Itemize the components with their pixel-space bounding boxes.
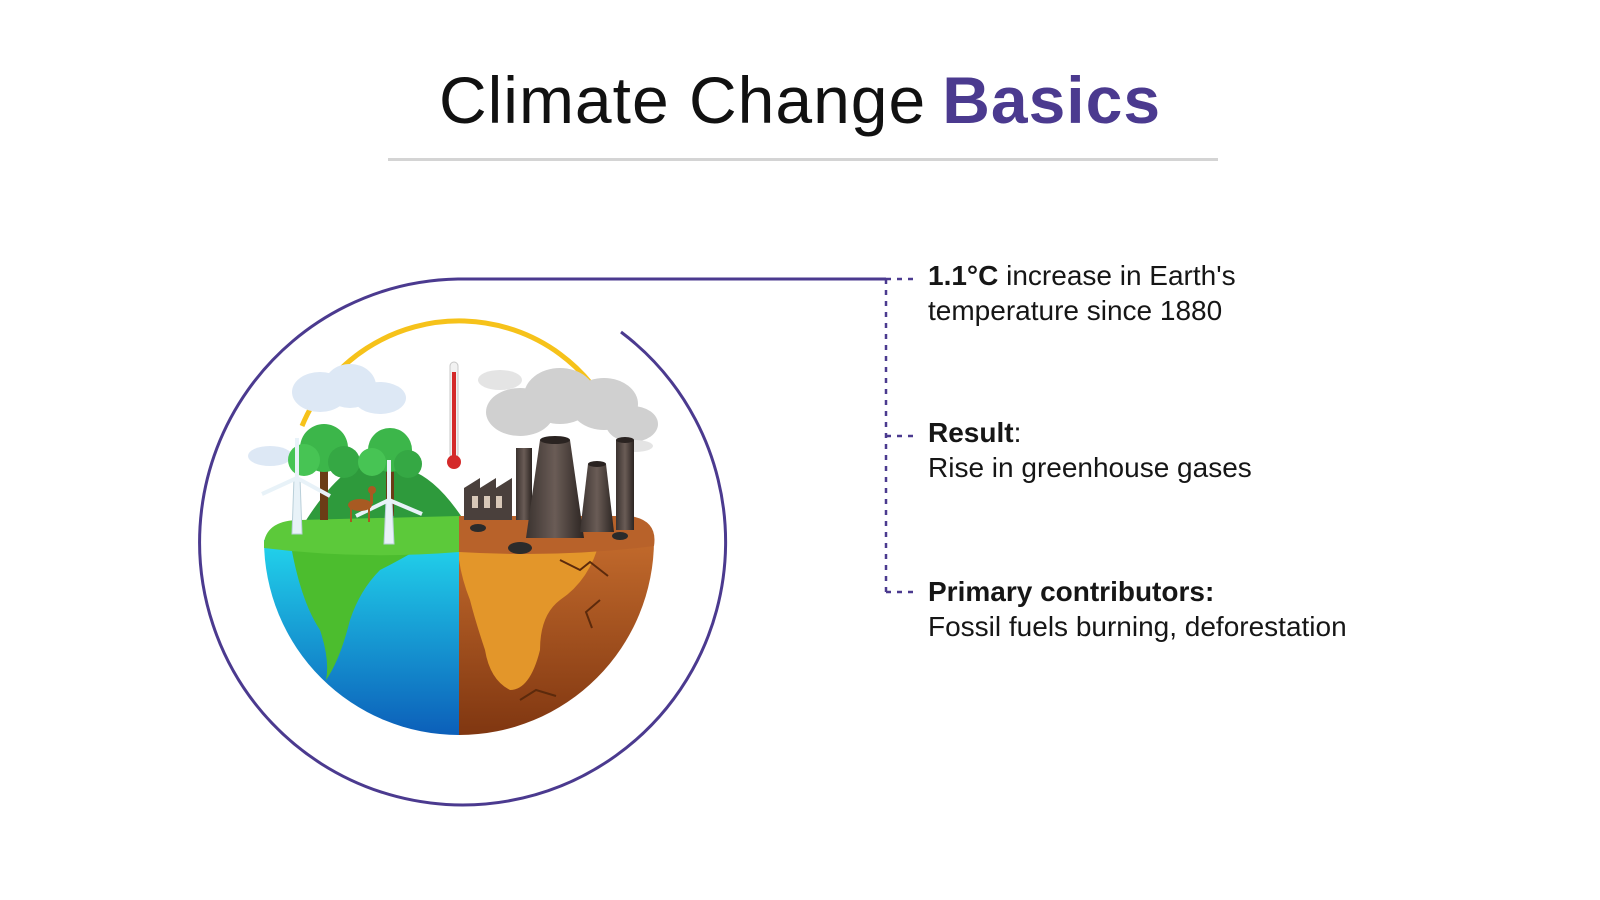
factory-icon <box>464 478 512 520</box>
fact-temperature: 1.1°C increase in Earth's temperature si… <box>928 258 1236 328</box>
fact-temperature-text: increase in Earth's <box>998 260 1236 291</box>
fact-temperature-bold: 1.1°C <box>928 260 999 291</box>
fact-contributors-bold: Primary contributors: <box>928 576 1215 607</box>
wind-turbine-icon <box>261 438 331 535</box>
coal-rock-icon <box>470 524 628 554</box>
fact-contributors-line2: Fossil fuels burning, deforestation <box>928 611 1347 642</box>
fact-result-text: : <box>1013 417 1022 448</box>
fact-result: Result: Rise in greenhouse gases <box>928 415 1252 485</box>
smokestack-icon <box>516 436 634 538</box>
thermometer-icon <box>447 361 461 469</box>
fact-temperature-line2: temperature since 1880 <box>928 295 1223 326</box>
barren-continent-icon <box>459 540 600 690</box>
fact-contributors-line1: Primary contributors: <box>928 574 1347 609</box>
deer-icon <box>348 486 376 522</box>
green-surface <box>264 516 459 556</box>
page-title: Climate Change Basics <box>0 60 1600 140</box>
fact-result-line1: Result: <box>928 415 1252 450</box>
fact-temperature-line1: 1.1°C increase in Earth's <box>928 258 1236 293</box>
smoke-cloud-icon <box>478 368 658 452</box>
dashed-connectors <box>884 277 914 594</box>
sky-cloud-icon <box>248 364 406 466</box>
outer-ring <box>198 277 886 807</box>
fact-contributors: Primary contributors: Fossil fuels burni… <box>928 574 1347 644</box>
title-accent: Basics <box>942 63 1162 137</box>
earth-half-green-icon <box>290 540 459 680</box>
wind-turbine-icon <box>355 460 423 545</box>
fact-result-line2: Rise in greenhouse gases <box>928 452 1252 483</box>
fact-result-bold: Result <box>928 417 1014 448</box>
title-underline <box>388 158 1218 161</box>
title-main: Climate Change <box>438 63 927 137</box>
